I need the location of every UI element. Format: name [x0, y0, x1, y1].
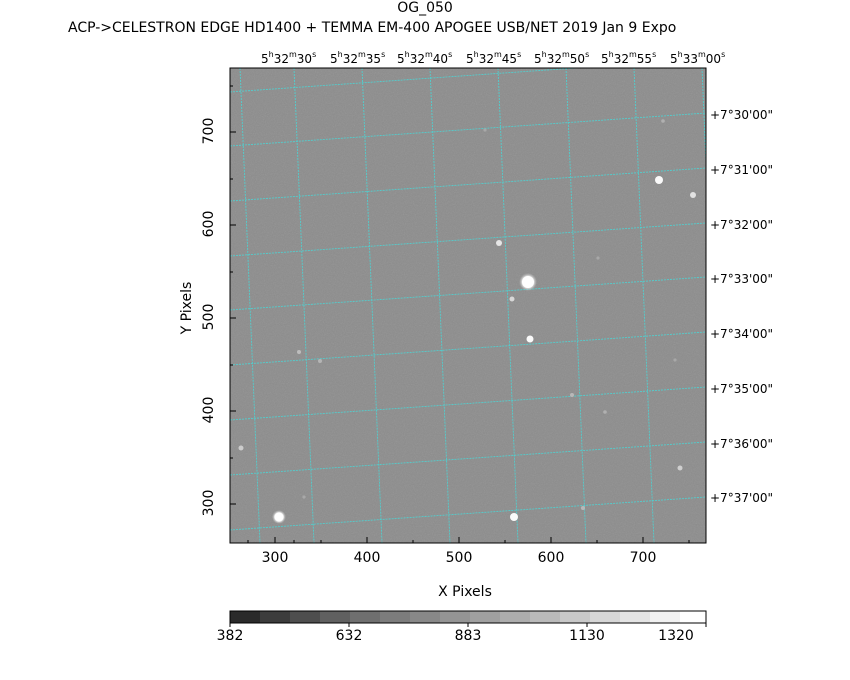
star: [483, 128, 487, 132]
y-tick-label: 300: [201, 489, 217, 517]
image-noise: [230, 68, 706, 543]
ra-label: 5h32m50s: [534, 50, 590, 66]
colorbar-label: 883: [454, 628, 482, 644]
star: [297, 350, 301, 354]
star: [655, 176, 663, 184]
colorbar-label: 1130: [569, 628, 605, 644]
star: [496, 240, 502, 246]
star: [677, 465, 683, 471]
y-axis-label: Y Pixels: [179, 281, 195, 335]
dec-label: +7°37'00": [710, 491, 774, 505]
star: [570, 393, 574, 397]
star-core: [274, 512, 284, 522]
star: [526, 335, 534, 343]
x-tick-label: 400: [353, 550, 381, 566]
ra-label: 5h33m00s: [670, 50, 726, 66]
star: [690, 192, 696, 198]
x-axis-label: X Pixels: [438, 584, 492, 600]
ra-label: 5h32m30s: [261, 50, 317, 66]
colorbar-label: 1320: [658, 628, 694, 644]
y-tick-label: 600: [201, 210, 217, 238]
instrument-subtitle: ACP->CELESTRON EDGE HD1400 + TEMMA EM-40…: [68, 20, 677, 36]
dec-label: +7°34'00": [710, 327, 774, 341]
x-tick-label: 500: [445, 550, 473, 566]
colorbar: [229, 610, 707, 627]
y-axis-ticks: [230, 85, 236, 505]
star: [661, 119, 665, 123]
star: [581, 506, 585, 510]
x-axis-ticks: [247, 537, 690, 543]
x-tick-label: 300: [261, 550, 289, 566]
star: [603, 410, 607, 414]
y-tick-label: 400: [201, 396, 217, 424]
ra-label: 5h32m55s: [601, 50, 657, 66]
ra-label: 5h32m45s: [466, 50, 522, 66]
ra-label: 5h32m35s: [330, 50, 386, 66]
dec-label: +7°35'00": [710, 382, 774, 396]
y-tick-label: 500: [201, 303, 217, 331]
star: [302, 495, 306, 499]
bright-star-core: [522, 276, 534, 288]
colorbar-label: 382: [216, 628, 244, 644]
dec-label: +7°31'00": [710, 163, 774, 177]
colorbar-label: 632: [335, 628, 363, 644]
dec-label: +7°30'00": [710, 108, 774, 122]
star: [318, 359, 322, 363]
ra-label: 5h32m40s: [397, 50, 453, 66]
image-title: OG_050: [397, 0, 453, 16]
x-tick-label: 600: [537, 550, 565, 566]
dec-label: +7°36'00": [710, 437, 774, 451]
dec-label: +7°33'00": [710, 272, 774, 286]
x-tick-label: 700: [629, 550, 657, 566]
star: [596, 256, 600, 260]
star: [238, 445, 244, 451]
star: [510, 513, 518, 521]
star: [673, 358, 677, 362]
y-tick-label: 700: [201, 117, 217, 145]
star: [509, 296, 515, 302]
plot-frame: [229, 67, 707, 544]
dec-label: +7°32'00": [710, 218, 774, 232]
coordinate-grid: [230, 68, 706, 543]
star-field: [238, 119, 696, 524]
